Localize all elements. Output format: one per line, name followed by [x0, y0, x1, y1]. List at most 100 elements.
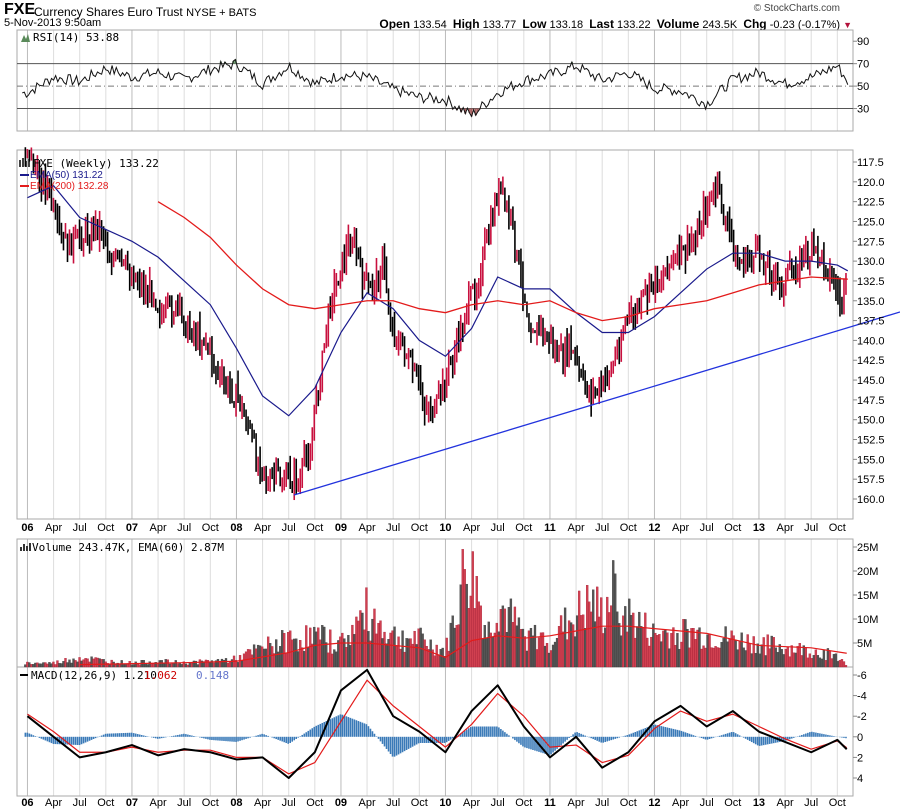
symbol: FXE — [4, 1, 36, 18]
volume-bar — [718, 647, 721, 668]
volume-bar — [381, 638, 384, 668]
volume-bar — [216, 659, 220, 668]
volume-bar — [198, 659, 202, 668]
volume-bar — [397, 636, 400, 668]
volume-bar — [756, 643, 759, 668]
y-tick-label: 140.0 — [857, 335, 885, 347]
volume-bar — [497, 631, 501, 668]
volume-bar — [293, 638, 296, 668]
x-tick-label: 09 — [335, 797, 347, 809]
volume-bar — [38, 663, 41, 668]
security-name: Currency Shares Euro Trust NYSE + BATS — [34, 5, 256, 19]
volume-bar — [794, 652, 797, 668]
x-tick-label: 10 — [439, 522, 451, 534]
volume-bar — [521, 628, 525, 668]
volume-legend: Volume 243.47K, EMA(60) 2.87M — [20, 541, 224, 554]
ema200-line — [157, 201, 848, 322]
volume-bar — [423, 639, 426, 668]
volume-bar — [465, 583, 468, 668]
volume-bar — [303, 651, 306, 668]
volume-bar — [489, 632, 492, 668]
high-label: High — [452, 17, 480, 31]
volume-bar — [844, 665, 848, 668]
volume-bar — [58, 663, 61, 668]
volume-bar — [385, 643, 388, 668]
volume-bar — [583, 628, 587, 668]
volume-bar — [168, 663, 171, 668]
x-tick-label: Jul — [282, 797, 296, 809]
volume-bar — [682, 619, 685, 668]
volume-bar — [220, 658, 224, 668]
volume-bar — [174, 660, 177, 668]
volume-bar — [746, 634, 749, 668]
volume-bar — [704, 647, 707, 668]
x-tick-label: Apr — [463, 797, 480, 809]
volume-bar — [569, 622, 573, 668]
volume-bar — [614, 573, 617, 668]
volume-bar — [499, 609, 503, 668]
volume-bar — [479, 605, 482, 668]
volume-bar — [315, 631, 318, 668]
macd-hist-legend: 0.148 — [196, 669, 229, 682]
volume-bar — [672, 627, 675, 668]
volume-bar — [30, 664, 33, 668]
y-tick-label: 130.0 — [857, 256, 885, 268]
volume-bar — [134, 661, 137, 668]
volume-bar — [754, 653, 757, 668]
volume-bar — [289, 630, 292, 668]
x-tick-label: Jul — [491, 797, 505, 809]
volume-bar — [469, 595, 472, 668]
volume-bar — [706, 634, 709, 668]
volume-bar — [820, 658, 824, 668]
volume-bar — [78, 657, 81, 668]
volume-bar — [658, 634, 661, 668]
x-tick-label: Jul — [491, 522, 505, 534]
y-tick-label: 70 — [857, 59, 869, 71]
y-tick-label: 10M — [857, 614, 878, 626]
y-tick-label: -6 — [857, 670, 867, 682]
volume-bar — [624, 606, 627, 668]
volume-bar — [716, 647, 719, 668]
volume-bar — [674, 644, 677, 668]
volume-bar — [527, 630, 531, 668]
volume-bar — [401, 630, 404, 668]
volume-bar — [449, 622, 452, 668]
low-value: 133.18 — [549, 19, 584, 31]
volume-bar — [557, 626, 561, 668]
volume-bar — [413, 630, 416, 668]
volume-bar — [722, 638, 725, 668]
volume-bar — [688, 647, 691, 668]
volume-bar — [798, 643, 801, 668]
volume-bar — [563, 607, 567, 668]
volume-bar — [471, 551, 474, 668]
x-tick-label: Oct — [202, 522, 219, 534]
x-tick-label: Apr — [254, 797, 271, 809]
volume-bar — [180, 664, 184, 668]
volume-bar — [752, 636, 755, 668]
volume-bar — [287, 632, 290, 668]
volume-bar — [810, 658, 814, 668]
volume-bar — [82, 659, 85, 668]
volume-bar — [367, 631, 370, 668]
x-tick-label: Jul — [595, 797, 609, 809]
volume-bar — [64, 658, 67, 668]
volume-bar — [581, 614, 585, 668]
open-label: Open — [379, 17, 411, 31]
volume-bar — [602, 633, 605, 668]
volume-bar — [100, 659, 103, 668]
volume-bar — [98, 658, 101, 668]
volume-bar — [80, 660, 83, 668]
volume-bar — [790, 645, 793, 668]
volume-bar — [429, 639, 432, 668]
x-tick-label: Apr — [777, 797, 794, 809]
volume-bar — [710, 647, 713, 668]
volume-bar — [818, 657, 822, 668]
volume-bar — [395, 645, 398, 668]
volume-bar — [782, 654, 785, 668]
x-tick-label: 08 — [230, 522, 242, 534]
volume-bar — [780, 649, 783, 668]
volume-bar — [441, 647, 444, 668]
volume-bar — [670, 633, 673, 668]
volume-bar — [435, 644, 438, 668]
volume-bar — [50, 663, 53, 668]
